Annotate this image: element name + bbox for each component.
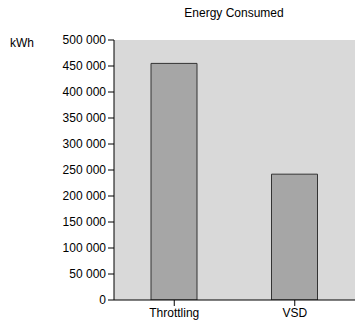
svg-text:Throttling: Throttling bbox=[149, 306, 199, 320]
svg-text:500 000: 500 000 bbox=[63, 33, 107, 47]
html-text:kWh: kWh bbox=[10, 36, 34, 50]
svg-text:100 000: 100 000 bbox=[63, 241, 107, 255]
svg-text:200 000: 200 000 bbox=[63, 189, 107, 203]
svg-text:50 000: 50 000 bbox=[69, 267, 106, 281]
svg-text:400 000: 400 000 bbox=[63, 85, 107, 99]
svg-text:350 000: 350 000 bbox=[63, 111, 107, 125]
svg-text:150 000: 150 000 bbox=[63, 215, 107, 229]
svg-text:300 000: 300 000 bbox=[63, 137, 107, 151]
svg-text:VSD: VSD bbox=[282, 306, 307, 320]
svg-text:250 000: 250 000 bbox=[63, 163, 107, 177]
html-text:Energy Consumed: Energy Consumed bbox=[184, 6, 284, 20]
svg-text:0: 0 bbox=[99, 293, 106, 307]
svg-text:450 000: 450 000 bbox=[63, 59, 107, 73]
